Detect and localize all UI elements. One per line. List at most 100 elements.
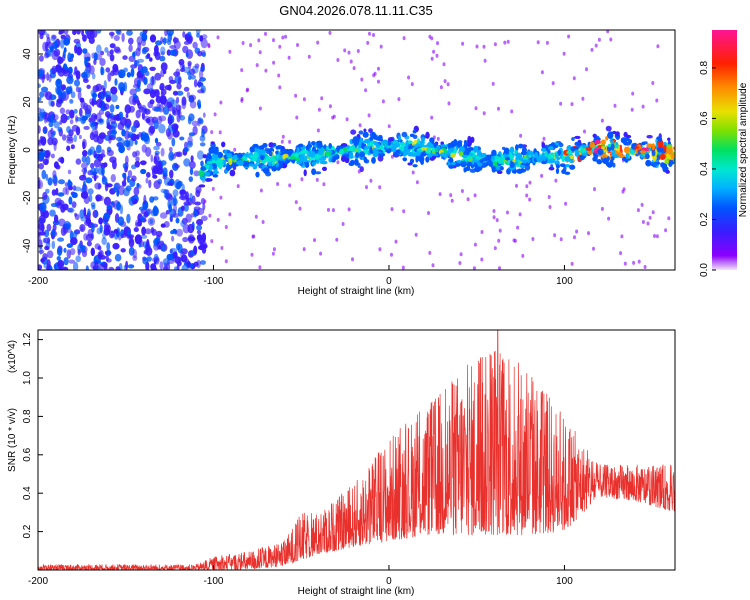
heatmap-cell [524,164,531,171]
heatmap-cell [79,209,85,219]
heatmap-cell [65,86,73,94]
heatmap-cell [311,141,316,146]
heatmap-cell [122,187,130,197]
heatmap-cell [146,172,151,178]
heatmap-cell [428,34,432,39]
heatmap-cell [56,246,63,256]
heatmap-cell [364,139,369,144]
heatmap-cell [114,253,122,262]
heatmap-cell [93,59,97,65]
heatmap-cell [140,135,148,140]
heatmap-cell [630,148,635,155]
heatmap-cell [655,98,659,103]
heatmap-cell [136,99,141,107]
heatmap-cell [103,224,109,232]
heatmap-cell [199,241,203,247]
heatmap-cell [368,31,371,36]
heatmap-cell [94,182,102,190]
heatmap-cell [354,158,359,166]
heatmap-cell [63,30,69,36]
heatmap-cell [210,130,214,135]
snr-line [38,330,675,570]
heatmap-cell [634,146,640,150]
heatmap-cell [491,149,497,157]
spectrogram-heatmap [38,30,675,270]
heatmap-cell [46,250,54,259]
heatmap-cell [651,81,655,85]
heatmap-cell [51,189,57,196]
heatmap-cell [213,170,219,175]
heatmap-cell [112,67,119,76]
heatmap-cell [60,226,67,236]
heatmap-cell [69,99,74,104]
heatmap-cell [61,266,69,270]
heatmap-cell [58,179,65,185]
heatmap-cell [38,151,44,161]
heatmap-cell [143,194,147,205]
heatmap-cell [46,72,50,81]
heatmap-cell [447,148,451,155]
heatmap-cell [275,150,279,155]
heatmap-cell [38,125,41,134]
heatmap-cell [407,140,413,144]
heatmap-cell [650,162,656,166]
heatmap-cell [118,145,125,154]
heatmap-cell [176,90,184,96]
heatmap-cell [570,146,576,152]
heatmap-cell [210,239,214,244]
heatmap-cell [519,164,526,169]
heatmap-cell [236,184,240,189]
heatmap-cell [593,187,596,192]
heatmap-cell [411,170,415,175]
heatmap-cell [393,142,401,148]
heatmap-cell [197,79,202,88]
heatmap-cell [294,153,299,158]
heatmap-cell [173,203,178,214]
heatmap-cell [128,44,133,52]
heatmap-cell [121,129,126,137]
heatmap-cell [183,158,191,167]
heatmap-cell [651,143,655,151]
heatmap-cell [56,99,63,104]
heatmap-cell [199,260,206,265]
heatmap-cell [126,30,133,36]
heatmap-cell [182,31,186,38]
heatmap-cell [81,72,88,79]
heatmap-cell [93,52,98,61]
heatmap-cell [233,147,237,152]
heatmap-cell [131,175,137,182]
heatmap-cell [193,170,200,177]
heatmap-cell [132,51,136,58]
heatmap-cell [311,168,316,175]
heatmap-cell [605,125,612,132]
heatmap-cell [61,203,69,211]
heatmap-cell [187,116,192,125]
heatmap-cell [85,265,89,270]
heatmap-cell [459,151,463,157]
heatmap-cell [52,114,59,121]
heatmap-cell [63,37,70,46]
heatmap-cell [171,137,176,147]
heatmap-cell [101,166,105,176]
heatmap-cell [70,91,76,99]
heatmap-cell [283,153,289,158]
heatmap-cell [372,33,375,37]
heatmap-cell [367,152,371,156]
heatmap-cell [436,136,440,141]
heatmap-cell [58,259,62,270]
y-tick-label: 1.2 [22,332,33,346]
heatmap-cell [201,215,208,222]
heatmap-cell [515,144,519,151]
heatmap-cell [550,164,554,168]
heatmap-cell [189,192,193,202]
heatmap-cell [73,186,82,192]
heatmap-cell [278,85,282,90]
heatmap-cell [200,160,204,167]
heatmap-cell [208,155,212,161]
heatmap-cell [600,118,604,123]
heatmap-cell [572,76,576,81]
heatmap-cell [60,113,68,124]
heatmap-cell [492,209,496,213]
snr-x-label: Height of straight line (km) [298,586,415,597]
snr-multiplier: (x10^4) [7,340,18,373]
